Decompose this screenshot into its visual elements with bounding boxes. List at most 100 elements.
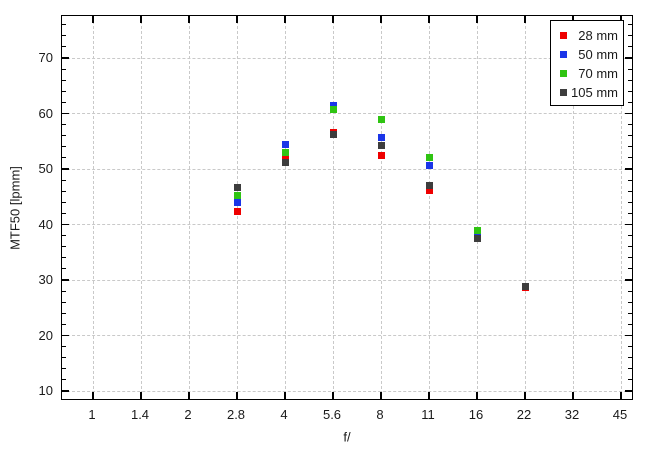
y-tick-label-40: 40 bbox=[38, 216, 53, 232]
y-gridline-40 bbox=[62, 224, 632, 225]
point-28-mm-f4 bbox=[281, 154, 289, 162]
y-minor-tick-right-66 bbox=[628, 79, 632, 81]
y-axis-title: MTF50 [lpmm] bbox=[7, 166, 23, 250]
y-minor-tick-left-56 bbox=[62, 135, 66, 137]
y-minor-tick-left-66 bbox=[62, 79, 66, 81]
y-gridline-10 bbox=[62, 390, 632, 392]
x-major-tick-top-4 bbox=[284, 16, 286, 23]
y-minor-tick-right-18 bbox=[628, 346, 632, 348]
legend-marker-50-mm bbox=[560, 51, 567, 58]
point-50-mm-f11 bbox=[425, 162, 433, 170]
y-minor-tick-left-22 bbox=[62, 323, 66, 325]
point-50-mm-f5.6 bbox=[329, 102, 337, 110]
y-tick-label-10: 10 bbox=[38, 383, 53, 398]
x-major-tick-bottom-1 bbox=[92, 392, 94, 399]
y-major-tick-right-60 bbox=[625, 112, 632, 115]
x-major-tick-top-16 bbox=[476, 16, 478, 23]
point-70-mm-f4 bbox=[281, 148, 289, 156]
y-major-tick-right-10 bbox=[625, 390, 632, 392]
x-gridline-4 bbox=[284, 16, 286, 399]
y-minor-tick-right-22 bbox=[628, 323, 632, 325]
y-minor-tick-right-14 bbox=[628, 368, 632, 370]
x-tick-label-11: 11 bbox=[421, 407, 435, 422]
y-minor-tick-left-26 bbox=[62, 301, 66, 303]
x-gridline-2.8 bbox=[236, 16, 238, 399]
x-major-tick-top-32 bbox=[572, 16, 574, 23]
x-major-tick-top-8 bbox=[380, 16, 382, 23]
legend-marker-28-mm bbox=[560, 32, 567, 39]
x-major-tick-bottom-2 bbox=[188, 392, 190, 399]
x-gridline-2 bbox=[188, 16, 190, 399]
y-gridline-60 bbox=[62, 113, 632, 114]
y-gridline-30 bbox=[62, 279, 632, 281]
y-minor-tick-right-58 bbox=[628, 124, 632, 126]
x-tick-label-1.4: 1.4 bbox=[130, 407, 150, 422]
legend-label-50-mm: 50 mm bbox=[578, 47, 618, 62]
legend-row-70-mm: 70 mm bbox=[551, 64, 623, 83]
x-tick-label-8: 8 bbox=[376, 407, 384, 422]
y-minor-tick-left-54 bbox=[62, 146, 66, 148]
point-105-mm-f2.8 bbox=[233, 183, 241, 191]
point-105-mm-f4 bbox=[281, 159, 289, 167]
y-major-tick-right-70 bbox=[625, 57, 632, 59]
y-minor-tick-right-24 bbox=[628, 312, 632, 314]
x-tick-label-2.8: 2.8 bbox=[226, 407, 246, 422]
y-tick-label-20: 20 bbox=[38, 327, 53, 343]
x-major-tick-top-1.4 bbox=[140, 16, 142, 23]
y-minor-tick-left-46 bbox=[62, 190, 66, 192]
y-minor-tick-left-24 bbox=[62, 312, 66, 314]
y-major-tick-right-30 bbox=[625, 279, 632, 281]
y-minor-tick-right-26 bbox=[628, 301, 632, 303]
x-gridline-8 bbox=[380, 16, 382, 399]
x-major-tick-bottom-11 bbox=[428, 392, 430, 399]
x-major-tick-bottom-2.8 bbox=[236, 392, 238, 399]
legend-row-28-mm: 28 mm bbox=[551, 26, 623, 45]
point-28-mm-f2.8 bbox=[233, 208, 241, 216]
x-gridline-1.4 bbox=[140, 16, 142, 399]
y-minor-tick-left-74 bbox=[62, 35, 66, 37]
y-tick-label-30: 30 bbox=[38, 272, 53, 287]
legend-label-70-mm: 70 mm bbox=[578, 66, 618, 81]
y-major-tick-right-40 bbox=[625, 223, 632, 226]
y-gridline-50 bbox=[62, 168, 632, 170]
y-gridline-20 bbox=[62, 335, 632, 336]
y-minor-tick-left-76 bbox=[62, 24, 66, 26]
y-minor-tick-left-32 bbox=[62, 268, 66, 270]
y-minor-tick-right-28 bbox=[628, 290, 632, 292]
y-major-tick-left-10 bbox=[62, 390, 69, 392]
y-minor-tick-left-72 bbox=[62, 46, 66, 48]
y-tick-label-50: 50 bbox=[38, 161, 53, 176]
x-tick-label-32: 32 bbox=[564, 407, 580, 422]
y-minor-tick-right-54 bbox=[628, 146, 632, 148]
x-gridline-1 bbox=[92, 16, 94, 399]
y-minor-tick-right-62 bbox=[628, 101, 632, 103]
x-major-tick-top-45 bbox=[620, 16, 622, 23]
y-minor-tick-left-16 bbox=[62, 357, 66, 359]
x-major-tick-bottom-8 bbox=[380, 392, 382, 399]
y-minor-tick-left-42 bbox=[62, 212, 66, 214]
x-major-tick-top-11 bbox=[428, 16, 430, 23]
x-major-tick-bottom-5.6 bbox=[332, 392, 334, 399]
y-minor-tick-right-38 bbox=[628, 235, 632, 237]
x-gridline-11 bbox=[428, 16, 430, 399]
y-minor-tick-right-52 bbox=[628, 157, 632, 159]
y-minor-tick-right-76 bbox=[628, 24, 632, 26]
y-minor-tick-right-16 bbox=[628, 357, 632, 359]
point-50-mm-f4 bbox=[281, 141, 289, 149]
x-major-tick-bottom-45 bbox=[620, 392, 622, 399]
y-major-tick-left-70 bbox=[62, 57, 69, 59]
legend-marker-105-mm bbox=[560, 89, 567, 96]
point-105-mm-f22 bbox=[521, 282, 529, 290]
y-minor-tick-left-18 bbox=[62, 346, 66, 348]
x-tick-label-22: 22 bbox=[516, 407, 532, 422]
y-minor-tick-left-44 bbox=[62, 201, 66, 203]
y-minor-tick-left-62 bbox=[62, 101, 66, 103]
y-minor-tick-left-64 bbox=[62, 90, 66, 92]
point-70-mm-f16 bbox=[473, 227, 481, 235]
legend-label-28-mm: 28 mm bbox=[578, 28, 618, 43]
x-tick-label-5.6: 5.6 bbox=[322, 407, 342, 422]
y-major-tick-right-20 bbox=[625, 334, 632, 337]
x-gridline-32 bbox=[572, 16, 574, 399]
legend-marker-70-mm bbox=[560, 70, 567, 77]
